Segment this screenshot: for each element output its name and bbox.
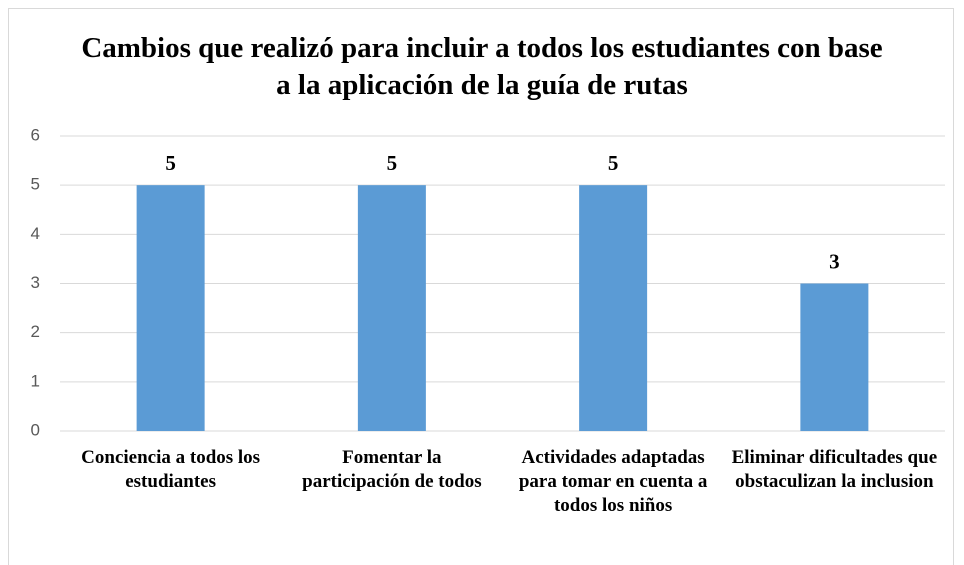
x-tick-label: Conciencia a todos los estudiantes bbox=[81, 447, 261, 492]
bar bbox=[357, 185, 426, 431]
y-tick-label: 1 bbox=[31, 371, 40, 390]
y-tick-label: 0 bbox=[31, 420, 40, 439]
chart-border bbox=[8, 8, 954, 565]
bar bbox=[800, 283, 869, 431]
y-tick-label: 2 bbox=[31, 322, 40, 341]
data-label: 5 bbox=[608, 151, 619, 175]
y-tick-label: 4 bbox=[31, 224, 40, 243]
chart-title: Cambios que realizó para incluir a todos… bbox=[81, 32, 883, 101]
x-tick-label: Eliminar dificultades que obstaculizan l… bbox=[731, 447, 938, 492]
y-tick-label: 3 bbox=[31, 273, 40, 292]
bar bbox=[136, 185, 205, 431]
data-label: 5 bbox=[165, 151, 176, 175]
y-tick-label: 5 bbox=[31, 175, 40, 194]
bar bbox=[579, 185, 648, 431]
y-tick-label: 6 bbox=[31, 125, 40, 144]
data-label: 5 bbox=[387, 151, 398, 175]
x-tick-label: Actividades adaptadas para tomar en cuen… bbox=[518, 447, 708, 516]
x-tick-label: Fomentar la participación de todos bbox=[302, 447, 482, 492]
data-label: 3 bbox=[829, 249, 840, 273]
